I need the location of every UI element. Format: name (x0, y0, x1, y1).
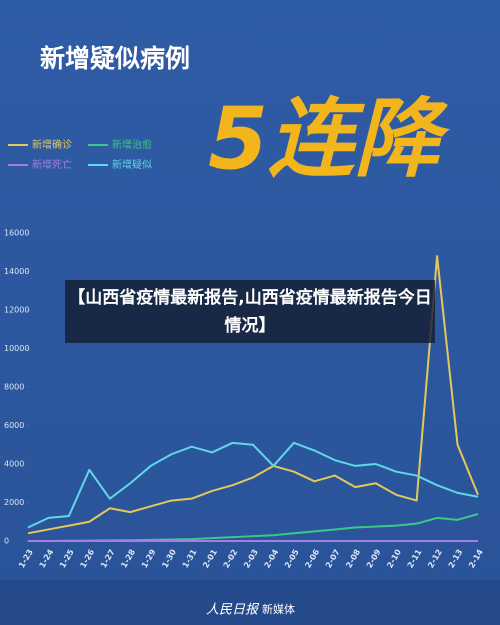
footer-logo: 人民日报 (206, 603, 260, 618)
legend-label: 新增治愈 (112, 138, 152, 151)
y-tick-label: 2000 (4, 498, 24, 507)
series-line (27, 255, 479, 535)
legend-label: 新增疑似 (112, 158, 152, 171)
footer-text: 新媒体 (262, 602, 295, 616)
y-tick-label: 12000 (4, 306, 29, 315)
legend-label: 新增确诊 (32, 138, 72, 151)
overlay-caption: 【山西省疫情最新报告,山西省疫情最新报告今日情况】 (65, 280, 435, 343)
headline: 5连降 (208, 89, 450, 189)
y-tick-label: 4000 (4, 460, 24, 469)
y-tick-label: 0 (4, 537, 9, 546)
y-tick-label: 14000 (4, 267, 29, 276)
y-tick-label: 6000 (4, 421, 24, 430)
y-tick-label: 8000 (4, 383, 24, 392)
y-tick-label: 10000 (4, 344, 29, 353)
y-tick-label: 16000 (4, 229, 29, 238)
footer-band (0, 580, 500, 625)
series-line (27, 441, 479, 529)
chart-title: 新增疑似病例 (40, 44, 190, 73)
legend-label: 新增死亡 (32, 158, 72, 171)
